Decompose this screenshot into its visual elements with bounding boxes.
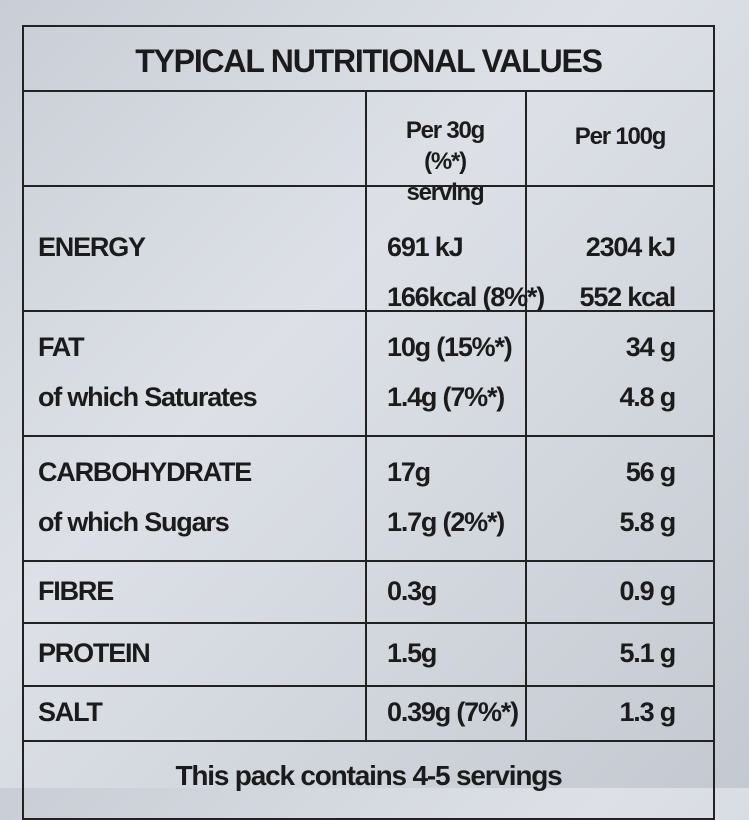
serving-value: 1.4g (7%*)	[387, 382, 505, 412]
header-cell	[22, 90, 367, 187]
serving-value: 10g (15%*)	[387, 332, 513, 362]
row-label: of which Sugars	[38, 507, 230, 537]
row-label: FAT	[38, 332, 85, 362]
row-label-cell	[22, 310, 367, 437]
title: TYPICAL NUTRITIONAL VALUES	[135, 43, 603, 79]
row-label: PROTEIN	[38, 638, 151, 668]
serving-value: 691 kJ	[387, 232, 464, 262]
row-per100-cell	[525, 310, 715, 437]
serving-value: 0.3g	[387, 575, 437, 606]
row-per100-cell	[525, 435, 715, 562]
column-header: Per 30g (%*) serving	[405, 117, 486, 207]
per100g-value: 5.8 g	[619, 507, 676, 537]
per100g-value: 34 g	[625, 332, 676, 362]
row-label-cell	[22, 435, 367, 562]
per100g-value: 56 g	[625, 457, 676, 487]
per100g-value: 1.3 g	[619, 697, 676, 727]
row-label: CARBOHYDRATE	[38, 457, 252, 487]
serving-value: 166kcal (8%*)	[387, 282, 545, 312]
per100g-value: 0.9 g	[619, 575, 676, 606]
serving-value: 1.7g (2%*)	[387, 507, 505, 537]
per100g-value: 552 kcal	[579, 282, 677, 312]
row-serving-cell	[365, 310, 527, 437]
row-label: ENERGY	[38, 232, 146, 262]
serving-value: 1.5g	[387, 638, 437, 668]
serving-value: 0.39g (7%*)	[387, 697, 519, 727]
row-label: FIBRE	[38, 575, 114, 606]
serving-value: 17g	[387, 457, 431, 487]
row-label: of which Saturates	[38, 382, 258, 412]
per100g-value: 2304 kJ	[585, 232, 676, 262]
per100g-value: 4.8 g	[619, 382, 676, 412]
row-serving-cell	[365, 435, 527, 562]
per100g-value: 5.1 g	[619, 638, 676, 668]
column-header: Per 100g	[574, 123, 667, 150]
row-label: SALT	[38, 697, 103, 727]
footer: This pack contains 4-5 servings	[175, 760, 562, 791]
